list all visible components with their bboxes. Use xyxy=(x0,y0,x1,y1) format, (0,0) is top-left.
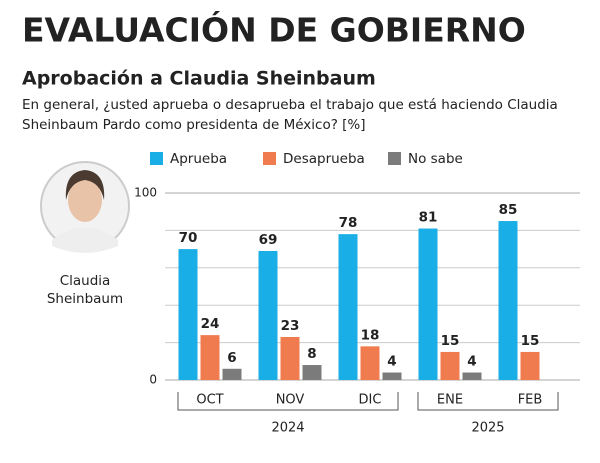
bar xyxy=(258,250,278,380)
value-label: 15 xyxy=(441,333,460,349)
bar xyxy=(382,372,402,380)
value-label: 24 xyxy=(201,316,220,332)
x-tick-label: NOV xyxy=(276,393,305,408)
value-label: 70 xyxy=(179,230,198,246)
bar xyxy=(498,221,518,380)
bar xyxy=(200,335,220,380)
legend-label: No sabe xyxy=(408,151,463,167)
bar xyxy=(418,228,438,380)
y-tick-label: 0 xyxy=(149,373,157,387)
x-tick-label: FEB xyxy=(518,393,543,408)
bar xyxy=(360,346,380,380)
legend-swatch xyxy=(150,152,163,165)
y-tick-label: 100 xyxy=(134,186,157,200)
x-tick-label: ENE xyxy=(437,393,463,408)
bar xyxy=(462,372,482,380)
chart-title: EVALUACIÓN DE GOBIERNO xyxy=(22,10,526,50)
legend-swatch xyxy=(263,152,276,165)
group-label: 2024 xyxy=(271,421,304,436)
bar xyxy=(302,365,322,380)
value-label: 8 xyxy=(307,346,316,362)
value-label: 69 xyxy=(259,232,278,248)
question-line: En general, ¿usted aprueba o desaprueba … xyxy=(22,97,558,113)
profile-photo xyxy=(40,161,130,253)
profile-caption: Sheinbaum xyxy=(47,291,123,307)
value-label: 6 xyxy=(227,350,236,366)
legend-swatch xyxy=(388,152,401,165)
group-bracket xyxy=(177,392,399,411)
legend-label: Desaprueba xyxy=(283,151,365,167)
group-bracket xyxy=(417,392,559,411)
legend-label: Aprueba xyxy=(170,151,227,167)
x-tick-label: OCT xyxy=(196,393,223,408)
bar xyxy=(338,234,358,380)
value-label: 4 xyxy=(387,354,396,370)
value-label: 85 xyxy=(499,202,518,218)
bar xyxy=(222,368,242,380)
bar xyxy=(280,336,300,380)
profile-caption: Claudia xyxy=(60,273,111,289)
bar xyxy=(178,249,198,380)
value-label: 23 xyxy=(281,318,300,334)
value-label: 15 xyxy=(521,333,540,349)
group-label: 2025 xyxy=(471,421,504,436)
x-tick-label: DIC xyxy=(359,393,382,408)
value-label: 78 xyxy=(339,215,358,231)
question-line: Sheinbaum Pardo como presidenta de Méxic… xyxy=(22,117,366,133)
value-label: 4 xyxy=(467,354,476,370)
value-label: 18 xyxy=(361,327,380,343)
bar xyxy=(520,351,540,380)
bar xyxy=(440,351,460,380)
chart-subtitle: Aprobación a Claudia Sheinbaum xyxy=(22,68,376,90)
value-label: 81 xyxy=(419,210,438,226)
